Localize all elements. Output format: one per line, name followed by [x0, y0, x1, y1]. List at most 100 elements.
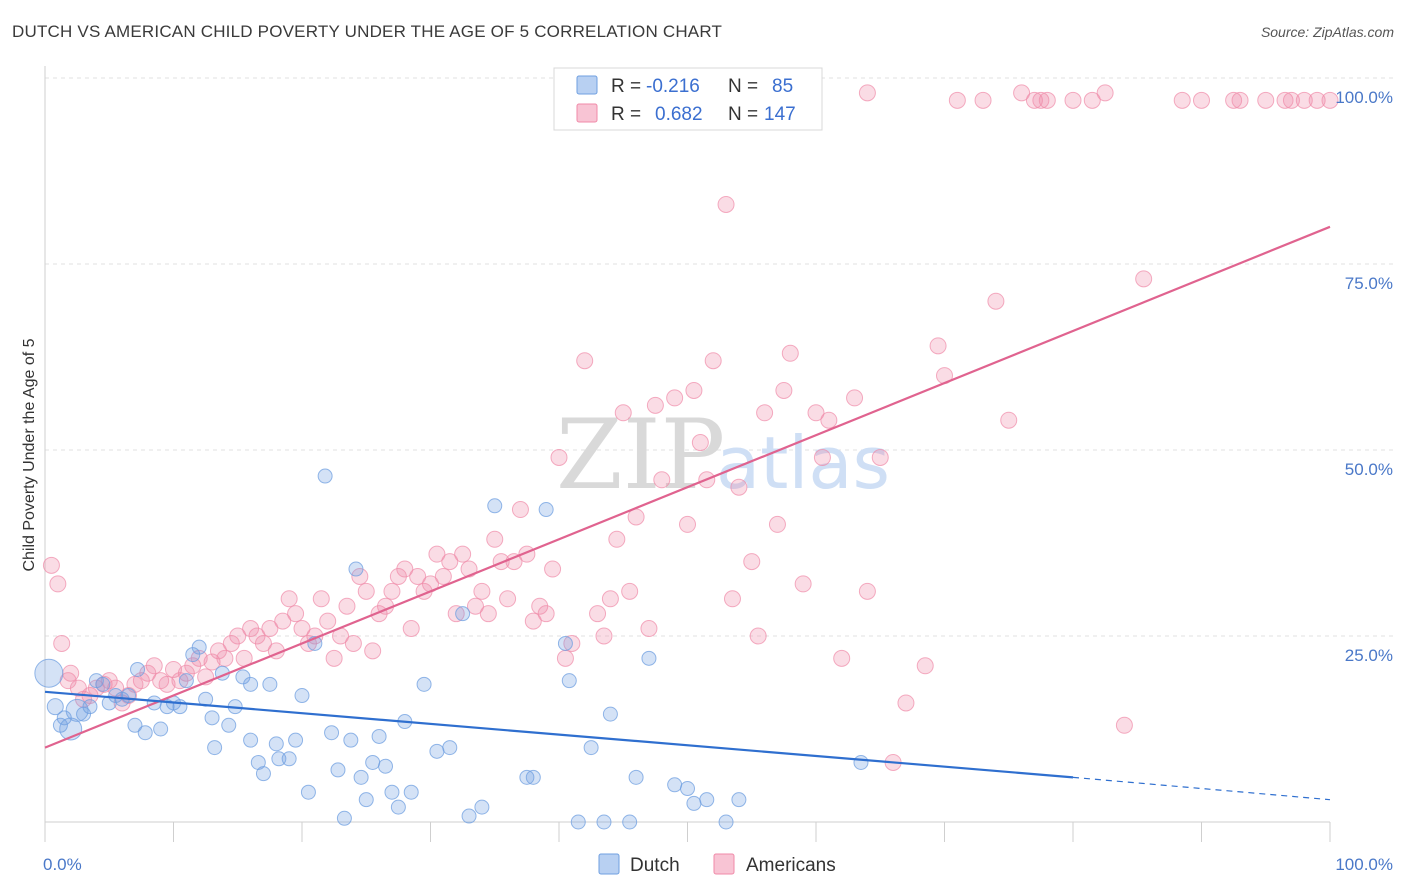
- americans-point-104: [749, 627, 767, 645]
- dutch-point-24: [191, 639, 207, 655]
- dutch-point-51: [358, 792, 374, 808]
- americans-point-144: [1321, 91, 1339, 109]
- americans-point-115: [858, 582, 876, 600]
- americans-point-109: [794, 575, 812, 593]
- americans-point-63: [441, 553, 459, 571]
- americans-point-95: [679, 515, 696, 533]
- dutch-trend-line: [44, 690, 1074, 779]
- dutch-point-78: [667, 777, 683, 793]
- americans-point-76: [524, 612, 542, 630]
- dutch-point-42: [300, 784, 316, 800]
- americans-point-92: [646, 396, 664, 414]
- dutch-point-46: [330, 762, 346, 778]
- dutch-point-76: [628, 769, 644, 785]
- y-tick-label-0: 25.0%: [1345, 646, 1393, 665]
- americans-point-78: [537, 605, 555, 623]
- americans-points: [42, 84, 1339, 771]
- americans-point-106: [768, 515, 786, 533]
- americans-point-45: [325, 649, 343, 667]
- x-tick-label-0: 0.0%: [43, 855, 82, 874]
- watermark: ZIP atlas: [556, 399, 890, 511]
- americans-point-112: [820, 411, 838, 429]
- americans-point-120: [929, 337, 947, 355]
- americans-point-34: [254, 634, 272, 652]
- americans-point-87: [608, 530, 626, 548]
- dutch-point-84: [853, 754, 869, 770]
- americans-point-146: [858, 84, 876, 102]
- dutch-point-64: [474, 799, 490, 815]
- americans-point-67: [466, 597, 484, 615]
- americans-point-86: [601, 590, 619, 608]
- americans-point-101: [723, 590, 741, 608]
- dutch-point-67: [525, 769, 541, 785]
- americans-point-56: [396, 560, 414, 578]
- americans-point-135: [1173, 91, 1191, 109]
- americans-point-62: [434, 567, 452, 585]
- americans-point-50: [357, 582, 375, 600]
- americans-point-97: [691, 434, 709, 452]
- dutch-point-69: [557, 635, 573, 651]
- americans-point-123: [974, 91, 992, 109]
- legend-americans-r-label: R =: [611, 104, 641, 125]
- dutch-point-80: [686, 795, 702, 811]
- americans-point-79: [544, 560, 562, 578]
- americans-point-118: [897, 694, 915, 712]
- dutch-point-70: [561, 673, 577, 689]
- americans-point-122: [948, 91, 966, 109]
- americans-point-0: [42, 556, 60, 574]
- legend-americans-n-value: 147: [764, 104, 796, 125]
- americans-point-119: [916, 657, 934, 675]
- dutch-point-62: [455, 606, 471, 622]
- x-tick-label-1: 100.0%: [1335, 855, 1393, 874]
- americans-point-47: [338, 597, 356, 615]
- dutch-point-54: [378, 758, 394, 774]
- dutch-point-77: [641, 650, 657, 666]
- americans-point-125: [1000, 411, 1018, 429]
- dutch-point-14: [127, 717, 143, 733]
- dutch-point-47: [336, 810, 352, 826]
- americans-point-30: [229, 627, 247, 645]
- americans-point-102: [730, 478, 748, 496]
- dutch-point-60: [429, 743, 445, 759]
- americans-point-96: [685, 381, 703, 399]
- axes: [44, 66, 1331, 842]
- americans-point-85: [595, 627, 613, 645]
- dutch-point-33: [243, 732, 259, 748]
- americans-point-57: [402, 620, 420, 638]
- dutch-point-7: [82, 699, 98, 715]
- americans-point-116: [871, 448, 889, 466]
- americans-point-131: [1083, 91, 1101, 109]
- trend-lines: [44, 225, 1331, 801]
- chart-title: DUTCH VS AMERICAN CHILD POVERTY UNDER TH…: [12, 22, 723, 41]
- americans-point-4: [62, 664, 80, 682]
- y-tick-label-1: 50.0%: [1345, 460, 1393, 479]
- dutch-point-9: [95, 676, 111, 692]
- americans-point-114: [846, 389, 864, 407]
- americans-point-61: [428, 545, 446, 563]
- americans-point-43: [312, 590, 330, 608]
- watermark-zip: ZIP: [556, 399, 725, 511]
- dutch-point-79: [680, 781, 695, 797]
- dutch-point-44: [317, 468, 333, 484]
- legend-americans-n-label: N =: [728, 104, 758, 125]
- americans-point-82: [563, 634, 581, 652]
- dutch-point-49: [348, 561, 364, 577]
- americans-point-81: [556, 649, 574, 667]
- americans-point-38: [280, 590, 298, 608]
- americans-point-126: [1013, 84, 1031, 102]
- americans-point-80: [550, 448, 568, 466]
- americans-point-143: [1308, 91, 1326, 109]
- americans-point-137: [1225, 91, 1243, 109]
- americans-point-39: [287, 605, 305, 623]
- legend-dutch-n-label: N =: [728, 76, 758, 97]
- americans-point-40: [293, 620, 311, 638]
- dutch-point-37: [268, 736, 284, 752]
- legend-americans-swatch: [576, 103, 598, 123]
- dutch-point-18: [153, 721, 169, 737]
- dutch-point-72: [583, 740, 599, 756]
- dutch-trend-line-extension: [1072, 776, 1331, 801]
- bottom-legend-dutch-label: Dutch: [630, 855, 680, 876]
- americans-point-138: [1231, 91, 1249, 109]
- americans-point-54: [383, 582, 401, 600]
- legend-americans-r-value: 0.682: [655, 104, 703, 125]
